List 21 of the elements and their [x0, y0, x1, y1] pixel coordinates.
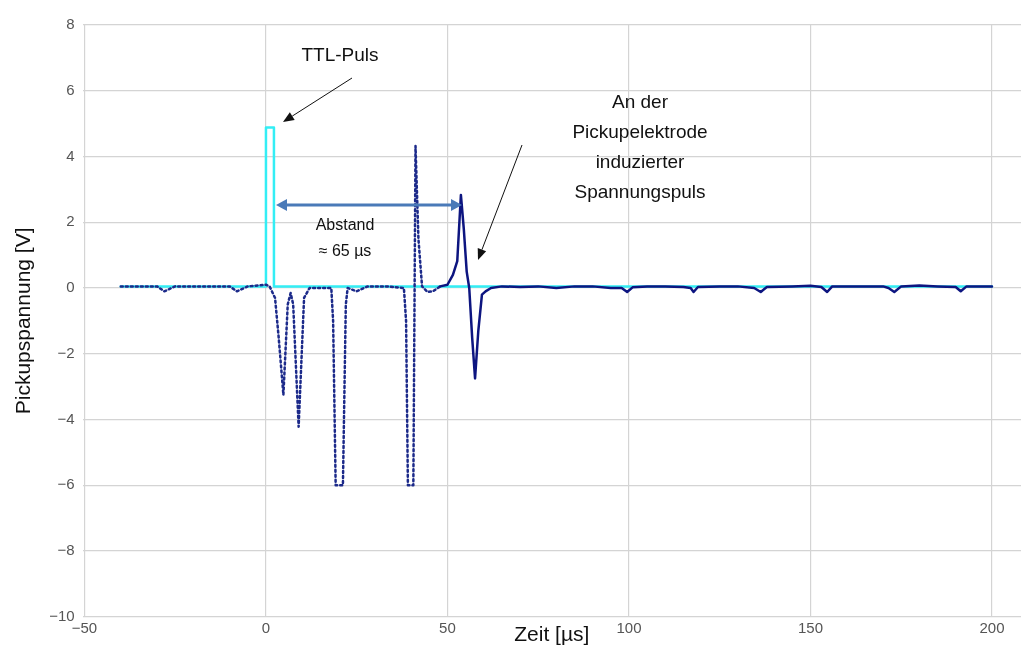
y-tick-label: −8: [57, 541, 75, 559]
y-tick-label: 2: [66, 212, 75, 230]
x-tick-label: 0: [261, 618, 271, 636]
y-tick-label: −4: [57, 409, 75, 427]
line-series: [119, 144, 442, 487]
y-tick-label: 4: [66, 146, 75, 164]
y-tick-label: −10: [49, 606, 75, 624]
annotation: TTL-Puls: [301, 43, 379, 67]
y-tick-label: 0: [66, 278, 75, 296]
x-tick-label: 100: [616, 618, 642, 636]
y-tick-label: 6: [66, 80, 75, 98]
x-tick-label: 150: [797, 618, 823, 636]
x-tick-label: 50: [439, 618, 456, 636]
y-tick-label: −6: [57, 475, 75, 493]
annotation: Abstand ≈ 65 µs: [315, 215, 375, 261]
y-tick-label: −2: [57, 343, 75, 361]
x-tick-label: 200: [979, 618, 1005, 636]
y-tick-label: 8: [66, 15, 75, 33]
annotation: An der Pickupelektrode induzierter Spannungspuls: [572, 90, 708, 204]
y-axis-title: Pickupspannung [V]: [11, 227, 35, 415]
x-axis-title: Zeit [µs]: [514, 622, 590, 646]
